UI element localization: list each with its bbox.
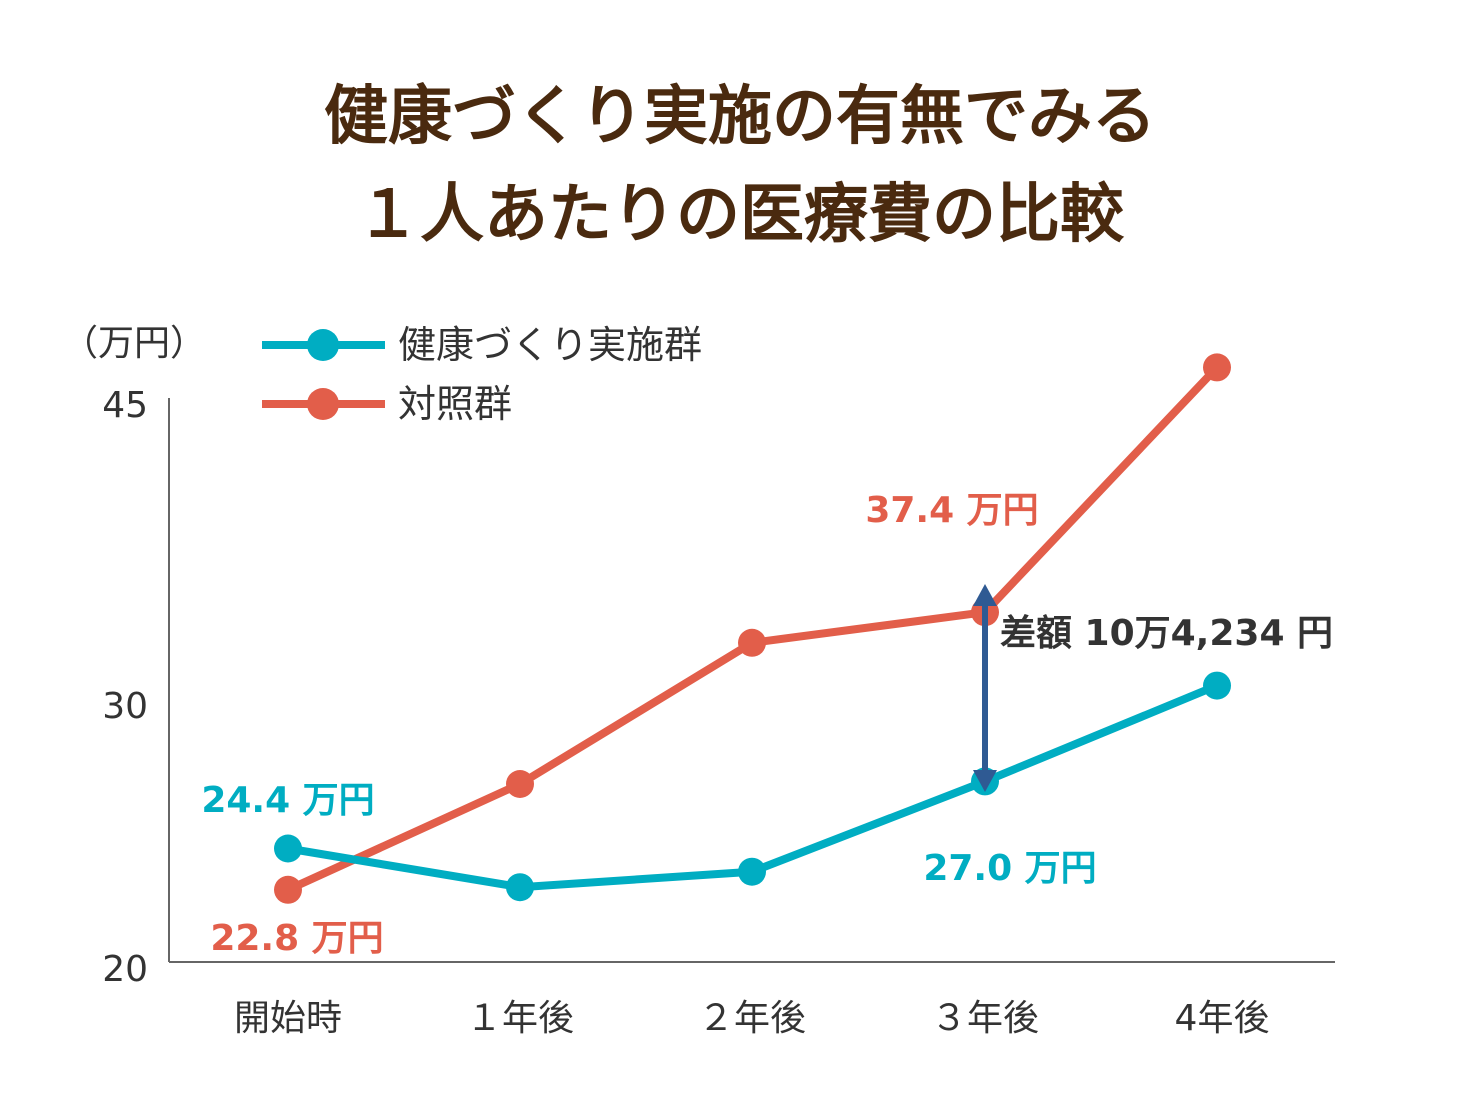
difference-arrow-head-bottom bbox=[973, 770, 997, 792]
legend-label-health: 健康づくり実施群 bbox=[398, 323, 702, 367]
x-tick-label-year2: ２年後 bbox=[698, 998, 806, 1039]
difference-arrow-head-top bbox=[973, 584, 997, 606]
data-label-control-start: 22.8 万円 bbox=[210, 918, 383, 959]
data-point-health-0 bbox=[274, 834, 302, 863]
data-point-control-0 bbox=[274, 875, 302, 904]
x-tick-label-start: 開始時 bbox=[234, 998, 342, 1039]
y-axis: 45 30 20 bbox=[102, 385, 170, 990]
data-point-control-1 bbox=[506, 770, 534, 798]
difference-annotation: 差額 10万4,234 円 bbox=[1000, 613, 1333, 654]
data-point-control-4 bbox=[1203, 353, 1231, 382]
x-axis: 開始時 １年後 ２年後 ３年後 4年後 bbox=[169, 961, 1335, 1039]
data-point-control-2 bbox=[738, 628, 766, 657]
data-label-health-year3: 27.0 万円 bbox=[923, 848, 1096, 889]
legend-item-control: 対照群 bbox=[262, 382, 512, 426]
legend-marker-control bbox=[307, 388, 339, 420]
data-label-control-year3: 37.4 万円 bbox=[865, 490, 1038, 531]
y-axis-unit: （万円） bbox=[62, 323, 206, 364]
data-label-health-start: 24.4 万円 bbox=[201, 780, 374, 821]
chart-title-line2: １人あたりの医療費の比較 bbox=[356, 178, 1125, 252]
y-tick-label-20: 20 bbox=[102, 949, 148, 990]
data-point-health-1 bbox=[506, 873, 534, 902]
y-tick-label-45: 45 bbox=[102, 385, 148, 426]
chart-title-line1: 健康づくり実施の有無でみる bbox=[324, 80, 1156, 154]
legend-label-control: 対照群 bbox=[398, 382, 512, 426]
legend: 健康づくり実施群 対照群 bbox=[262, 323, 702, 426]
y-tick-label-30: 30 bbox=[102, 686, 148, 727]
legend-marker-health bbox=[307, 329, 339, 361]
x-tick-label-year4: 4年後 bbox=[1175, 998, 1270, 1039]
legend-item-health: 健康づくり実施群 bbox=[262, 323, 702, 367]
x-tick-label-year1: １年後 bbox=[466, 998, 574, 1039]
data-point-health-2 bbox=[738, 857, 766, 886]
series-layer bbox=[274, 353, 1231, 904]
x-tick-label-year3: ３年後 bbox=[931, 998, 1039, 1039]
data-point-health-4 bbox=[1203, 671, 1231, 700]
difference-arrow bbox=[973, 584, 997, 792]
